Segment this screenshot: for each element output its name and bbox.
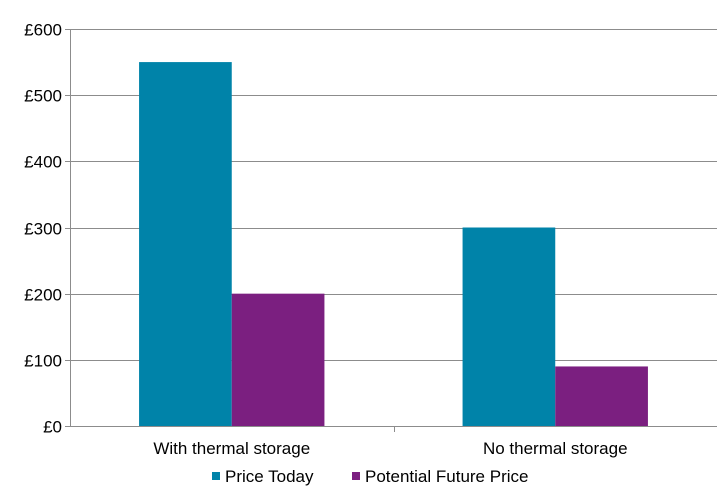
legend-label: Potential Future Price [365,467,528,486]
y-tick-label: £200 [24,286,62,305]
y-tick-label: £600 [24,21,62,40]
x-category-label: No thermal storage [483,439,628,458]
bar-price-today [139,62,232,426]
y-axis-tick-labels: £0 £100 £200 £300 £400 £500 £600 [24,21,62,437]
legend: Price Today Potential Future Price [212,467,528,486]
bar-price-today [462,227,556,426]
bars [139,62,648,426]
bar-potential-future-price [555,366,648,426]
y-tick-label: £0 [43,418,62,437]
y-tick-label: £100 [24,352,62,371]
legend-label: Price Today [225,467,314,486]
x-axis-category-labels: With thermal storage No thermal storage [153,439,627,458]
y-tick-label: £500 [24,87,62,106]
legend-swatch [212,472,220,480]
y-tick-label: £300 [24,220,62,239]
axes [65,29,717,432]
bar-potential-future-price [231,293,325,426]
legend-swatch [352,472,360,480]
y-tick-label: £400 [24,153,62,172]
x-category-label: With thermal storage [153,439,310,458]
